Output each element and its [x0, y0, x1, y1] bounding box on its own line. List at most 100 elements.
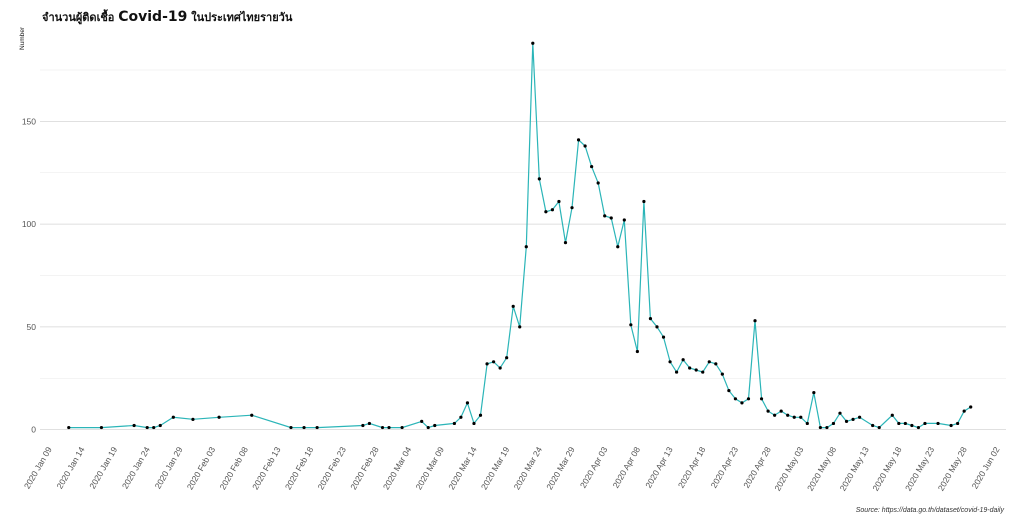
data-point	[557, 199, 561, 204]
data-point	[302, 425, 306, 430]
data-point	[831, 421, 836, 426]
y-axis-label: Number	[19, 26, 26, 50]
x-tick-label: 2020 May 13	[838, 445, 871, 493]
data-point	[387, 425, 391, 430]
data-point	[531, 41, 535, 45]
data-point	[576, 138, 581, 142]
y-axis-ticks: 0 50 100 150	[22, 116, 36, 434]
data-point	[727, 388, 731, 393]
x-tick-label: 2020 Feb 28	[348, 445, 381, 492]
data-point	[642, 199, 646, 204]
data-point	[485, 362, 489, 366]
data-point	[746, 397, 751, 401]
data-point	[426, 425, 430, 430]
data-point	[956, 421, 960, 426]
x-tick-label: 2020 Feb 18	[283, 445, 316, 492]
x-tick-label: 2020 May 18	[870, 445, 903, 493]
y-tick-label: 150	[22, 116, 36, 126]
data-point	[67, 425, 71, 430]
data-point	[420, 419, 424, 423]
data-point	[570, 206, 574, 210]
data-point	[171, 415, 175, 419]
data-point	[505, 356, 509, 360]
data-point	[962, 409, 966, 413]
series-line	[68, 43, 972, 429]
grid-lines	[40, 69, 1006, 431]
data-point	[433, 423, 437, 428]
data-point	[132, 423, 136, 428]
x-tick-label: 2020 May 08	[805, 445, 838, 493]
x-tick-label: 2020 Feb 13	[250, 445, 283, 492]
y-tick-label: 50	[27, 322, 37, 332]
x-tick-label: 2020 May 28	[936, 445, 969, 493]
data-point	[609, 216, 613, 220]
x-tick-label: 2020 Jan 14	[55, 445, 87, 491]
source-note: Source: https://data.go.th/dataset/covid…	[855, 507, 1004, 514]
x-tick-label: 2020 Jun 02	[970, 445, 1002, 491]
data-point	[380, 425, 385, 430]
data-point	[720, 372, 724, 376]
data-point	[688, 366, 692, 370]
data-point	[766, 409, 770, 413]
data-point	[511, 304, 515, 308]
data-point	[805, 421, 809, 426]
data-point	[465, 401, 470, 405]
data-point	[897, 421, 901, 426]
y-tick-label: 0	[31, 425, 36, 435]
data-point	[969, 405, 973, 409]
data-point	[733, 397, 738, 401]
data-point	[844, 419, 849, 423]
data-point	[524, 245, 528, 249]
data-point	[616, 245, 620, 249]
x-tick-label: 2020 Mar 24	[512, 445, 545, 492]
data-point	[648, 317, 653, 321]
data-point	[903, 421, 907, 426]
x-tick-label: 2020 Jan 19	[87, 445, 119, 491]
x-tick-label: 2020 Apr 13	[643, 445, 675, 490]
x-tick-label: 2020 Mar 19	[479, 445, 512, 492]
data-point	[537, 177, 541, 181]
x-tick-label: 2020 Apr 23	[709, 445, 741, 490]
data-point	[701, 370, 705, 374]
data-point	[367, 421, 372, 426]
x-axis-ticks: 2020 Jan 09 2020 Jan 14 2020 Jan 19 2020 Ja…	[22, 445, 1002, 493]
data-point	[472, 421, 476, 426]
data-point	[759, 397, 764, 401]
data-point	[361, 423, 365, 428]
data-point	[459, 415, 463, 419]
chart-title-prefix: จำนวนผู้ติดเชื้อ	[42, 11, 119, 24]
data-point	[603, 214, 607, 218]
data-point	[779, 409, 783, 413]
data-point	[714, 362, 718, 366]
data-point	[145, 425, 149, 430]
data-point	[563, 241, 568, 245]
x-tick-label: 2020 Apr 18	[676, 445, 708, 490]
data-point	[877, 425, 881, 430]
x-tick-label: 2020 Jan 29	[153, 445, 185, 491]
data-point	[668, 360, 672, 364]
x-tick-label: 2020 Jan 09	[22, 445, 54, 491]
x-tick-label: 2020 Feb 08	[217, 445, 250, 492]
chart-title-suffix: ในประเทศไทยรายวัน	[187, 11, 293, 24]
data-point	[818, 425, 822, 430]
x-tick-label: 2020 Mar 04	[381, 445, 414, 492]
x-tick-label: 2020 Mar 29	[544, 445, 577, 492]
data-point	[857, 415, 862, 419]
x-tick-label: 2020 Apr 03	[578, 445, 610, 490]
x-tick-label: 2020 Feb 03	[185, 445, 218, 492]
x-tick-label: 2020 May 23	[903, 445, 936, 493]
data-point	[629, 323, 633, 327]
data-point	[478, 413, 483, 417]
data-point	[694, 368, 698, 372]
x-tick-label: 2020 Apr 28	[741, 445, 773, 490]
data-point	[661, 335, 666, 339]
data-point	[753, 319, 757, 323]
data-point	[773, 413, 777, 417]
data-point	[518, 325, 522, 329]
data-point	[655, 325, 659, 329]
data-point	[250, 413, 254, 417]
data-point	[792, 415, 796, 419]
data-point	[812, 391, 816, 395]
data-point	[583, 144, 587, 148]
